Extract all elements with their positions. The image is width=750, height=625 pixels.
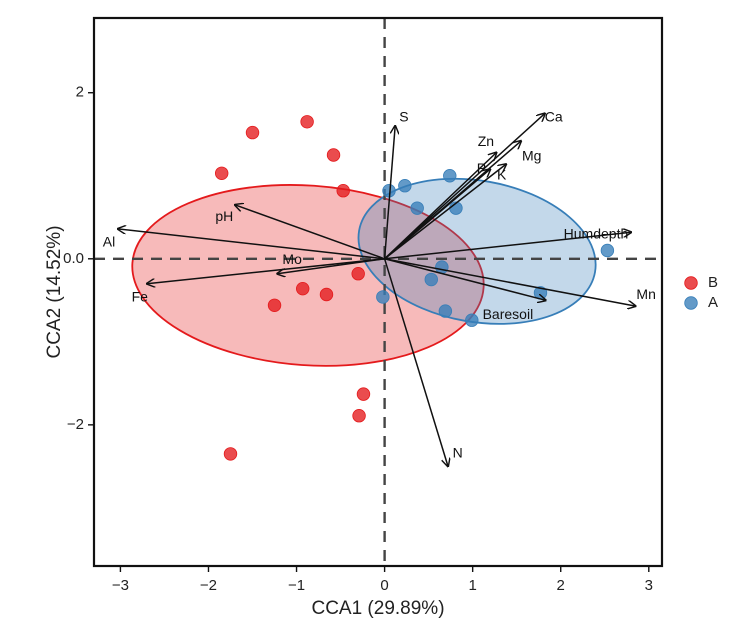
vector-arrow-mn xyxy=(384,258,636,306)
x-tick-label: −1 xyxy=(288,577,305,594)
y-tick-label: −2 xyxy=(67,416,84,433)
vector-label-s: S xyxy=(399,108,408,124)
point-a-10 xyxy=(465,313,479,327)
vector-label-fe: Fe xyxy=(132,289,149,305)
legend-label-b: B xyxy=(708,274,718,291)
vector-label-n: N xyxy=(453,445,463,461)
point-b-8 xyxy=(319,287,334,302)
vector-arrow-k xyxy=(384,164,507,260)
vector-label-ca: Ca xyxy=(545,108,563,124)
vector-arrow-humdepth xyxy=(384,232,632,260)
y-axis: −2 0.0 2 xyxy=(63,84,94,433)
point-b-11 xyxy=(352,409,366,423)
vector-arrow-ca xyxy=(384,113,545,260)
vector-arrow-baresoil xyxy=(384,258,546,301)
vector-label-k: K xyxy=(497,166,507,182)
point-a-8 xyxy=(376,290,390,304)
vector-label-mo: Mo xyxy=(282,251,302,267)
legend-swatch-a xyxy=(684,296,698,310)
vector-arrow-s xyxy=(383,126,396,259)
vector-label-mg: Mg xyxy=(522,147,541,163)
x-tick-label: 3 xyxy=(645,577,653,594)
vector-label-zn: Zn xyxy=(478,133,494,149)
point-b-5 xyxy=(336,184,350,198)
vector-arrow-al xyxy=(118,229,385,260)
point-a-4 xyxy=(410,201,424,215)
ellipse-b xyxy=(131,184,485,367)
environmental-vectors: S Zn P K Mg Ca Humdepth Mn Baresoil NpH Al Mo Fe xyxy=(103,108,656,466)
vector-label-mn: Mn xyxy=(636,286,655,302)
point-b-2 xyxy=(245,125,260,140)
x-tick-label: 2 xyxy=(557,577,565,594)
point-b-4 xyxy=(326,148,341,162)
vector-label-al: Al xyxy=(103,234,115,250)
point-a-12 xyxy=(600,243,615,258)
point-a-9 xyxy=(438,304,453,318)
point-b-9 xyxy=(267,298,282,312)
confidence-ellipses xyxy=(131,177,597,367)
x-tick-label: −2 xyxy=(200,577,217,594)
point-b-3 xyxy=(300,115,314,129)
point-a-3 xyxy=(443,169,457,183)
point-b-6 xyxy=(351,267,365,281)
legend-swatch-b xyxy=(684,276,698,290)
vector-arrow-n xyxy=(383,258,448,467)
vector-label-baresoil: Baresoil xyxy=(483,306,534,322)
y-tick-label: 0.0 xyxy=(63,250,84,267)
x-axis-title: CCA1 (29.89%) xyxy=(311,598,444,619)
sample-points xyxy=(214,115,615,461)
vector-arrow-fe xyxy=(147,258,385,284)
point-b-1 xyxy=(214,166,229,180)
plot-background xyxy=(94,18,662,566)
y-axis-title: CCA2 (14.52%) xyxy=(44,225,65,358)
point-b-12 xyxy=(223,447,238,461)
vector-label-humdepth: Humdepth xyxy=(564,225,629,241)
x-tick-label: 1 xyxy=(468,577,476,594)
legend: BA xyxy=(684,274,718,311)
point-b-10 xyxy=(356,387,371,401)
point-a-2 xyxy=(398,179,412,193)
vector-label-ph: pH xyxy=(215,208,233,224)
plot-frame xyxy=(92,16,664,568)
x-tick-label: 0 xyxy=(380,577,388,594)
point-b-7 xyxy=(296,281,310,296)
point-a-6 xyxy=(435,260,449,274)
x-tick-label: −3 xyxy=(112,577,129,594)
y-tick-label: 2 xyxy=(76,84,84,101)
vector-arrow-ph xyxy=(235,205,385,260)
x-axis: −3 −2 −1 0 1 2 3 xyxy=(112,566,653,594)
legend-label-a: A xyxy=(708,294,718,311)
point-a-7 xyxy=(424,272,438,287)
vector-label-p: P xyxy=(477,160,486,176)
